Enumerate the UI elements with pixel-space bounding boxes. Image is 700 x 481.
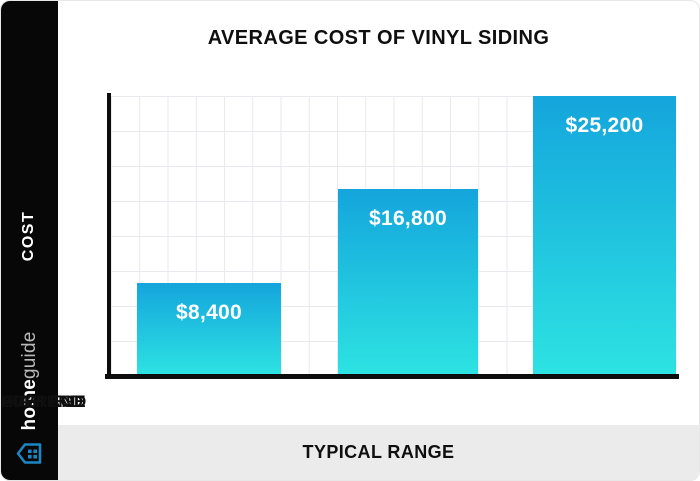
bar-value-high-end: $25,200 [565,114,644,137]
category-label-low-end: LOW END [1,392,84,411]
y-axis-label: COST [20,210,37,262]
homeguide-house-icon [14,438,45,469]
chart-title: AVERAGE COST OF VINYL SIDING [207,27,550,49]
y-axis-line [107,93,111,378]
bar-high-end: $25,200 [533,96,676,376]
brand-wordmark: homeguide [19,332,41,431]
category-label-average: AVERAGE [1,392,86,411]
x-axis-group-label: TYPICAL RANGE [302,442,455,462]
category-label-high-end: HIGH END [1,392,87,411]
x-axis-line [105,374,679,379]
bar-value-average: $16,800 [368,207,447,231]
bar-low-end: $8,400 [137,282,281,376]
bar-average: $16,800 [338,189,478,376]
brand-wordmark-guide: guide [19,331,40,380]
bar-value-low-end: $8,400 [175,300,243,324]
plot-area: $8,400 $16,800 $25,200 [111,96,676,376]
x-axis-group-label-band: TYPICAL RANGE [58,425,699,480]
left-rail: COST homeguide [1,1,58,480]
